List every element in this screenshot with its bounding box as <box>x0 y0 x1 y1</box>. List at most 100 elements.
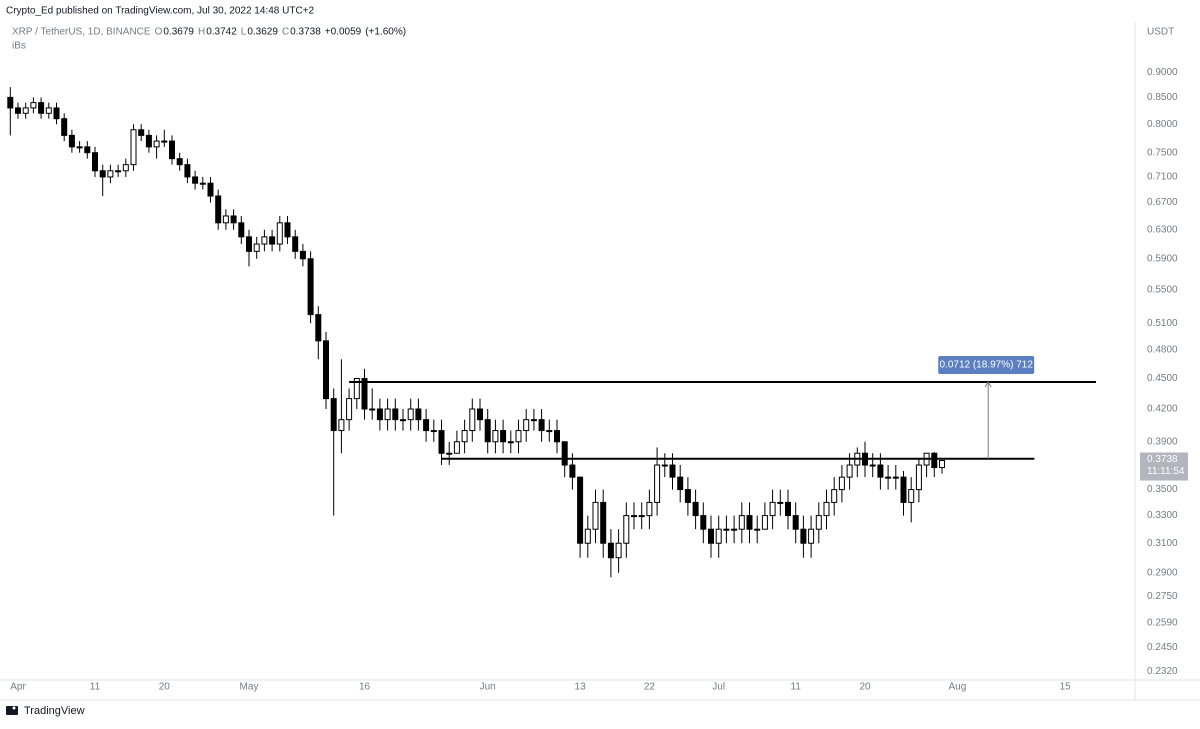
candle-body <box>307 258 314 316</box>
candle-body <box>700 515 707 530</box>
candle-body <box>423 419 430 432</box>
candle-body <box>376 408 383 421</box>
candle-body <box>153 140 160 148</box>
candle-body <box>530 419 537 422</box>
candle-body <box>361 378 368 410</box>
candle-body <box>577 476 584 544</box>
candle-body <box>661 464 668 467</box>
last-price: 0.3738 <box>1147 454 1178 465</box>
candle-body <box>669 464 676 478</box>
y-tick-label: 0.8000 <box>1147 119 1178 130</box>
candle-body <box>638 515 645 518</box>
candle-body <box>831 489 838 503</box>
y-tick-label: 0.6300 <box>1147 224 1178 235</box>
candle-body <box>61 118 68 136</box>
candle-body <box>284 222 291 238</box>
y-tick-label: 0.8500 <box>1147 92 1178 103</box>
candle-body <box>654 464 661 503</box>
candle-body <box>869 464 876 467</box>
measure-label-box <box>938 355 1035 374</box>
candle-body <box>169 140 175 160</box>
candle-body <box>330 398 337 432</box>
candle-body <box>145 134 152 148</box>
y-tick-label: 0.2320 <box>1147 666 1178 677</box>
candle-body <box>407 408 414 421</box>
candle-body <box>353 378 360 400</box>
candle-body <box>246 236 252 252</box>
candle-body <box>238 222 245 238</box>
candle-body <box>561 441 568 466</box>
candle-body <box>161 140 168 143</box>
candle-body <box>207 182 214 197</box>
brand-logo <box>6 706 18 715</box>
publisher: Crypto_Ed published on TradingView.com, … <box>6 6 315 17</box>
candle-body <box>592 501 599 530</box>
brand: TradingView <box>24 705 85 717</box>
candle-body <box>107 170 114 178</box>
candle-body <box>92 152 98 172</box>
x-tick-label: 11 <box>791 682 802 693</box>
candle-body <box>453 441 460 454</box>
candle-body <box>299 250 306 260</box>
candle-body <box>446 452 453 455</box>
x-tick-label: 20 <box>859 682 871 693</box>
candle-body <box>469 408 476 432</box>
currency: USDT <box>1147 27 1174 38</box>
legend-text: 0.3679 <box>163 27 194 38</box>
candle-body <box>53 107 60 120</box>
candle-body <box>199 182 206 185</box>
candle-body <box>507 441 514 444</box>
x-tick-label: 22 <box>644 682 656 693</box>
candle-body <box>384 408 391 421</box>
candle-body <box>523 419 530 432</box>
candle-body <box>338 419 345 432</box>
candle-body <box>800 528 807 544</box>
candle-body <box>646 501 653 517</box>
legend-text: C <box>282 27 289 38</box>
candle-body <box>715 528 722 544</box>
y-tick-label: 0.2900 <box>1147 567 1178 578</box>
candle-body <box>515 430 522 443</box>
legend-text: +0.0059 <box>325 27 362 38</box>
candle-body <box>38 102 45 114</box>
candle-body <box>738 515 745 530</box>
candle-body <box>892 476 899 479</box>
candle-body <box>792 515 799 530</box>
candle-body <box>708 528 714 544</box>
candle-body <box>438 430 445 454</box>
candle-body <box>45 107 52 114</box>
x-tick-label: Jul <box>712 682 725 693</box>
candle-body <box>192 176 199 184</box>
candle-body <box>477 408 483 421</box>
y-tick-label: 0.4500 <box>1147 373 1178 384</box>
measure-arrowhead <box>984 380 992 388</box>
candle-body <box>808 528 815 544</box>
candle-body <box>785 501 791 517</box>
x-tick-label: Aug <box>949 682 967 693</box>
x-tick-label: Jun <box>480 682 496 693</box>
candle-body <box>900 476 907 503</box>
candle-body <box>130 129 137 166</box>
candle-body <box>7 96 14 109</box>
legend-text: O <box>155 27 163 38</box>
legend-text: L <box>241 27 247 38</box>
candle-body <box>99 170 106 178</box>
legend-text: 0.3742 <box>206 27 237 38</box>
candle-body <box>84 146 91 154</box>
x-tick-label: 13 <box>575 682 587 693</box>
candle-body <box>415 408 422 421</box>
candle-body <box>76 146 83 149</box>
candle-body <box>392 408 399 421</box>
candle-body <box>500 430 507 443</box>
candle-body <box>692 501 699 517</box>
candle-body <box>22 107 29 114</box>
candle-body <box>315 314 322 342</box>
candle-body <box>269 236 276 245</box>
countdown: 11:11:54 <box>1147 466 1185 477</box>
legend-text: 0.3629 <box>247 27 278 38</box>
last-price-tag <box>1140 452 1188 481</box>
candle-body <box>915 464 922 491</box>
y-tick-label: 0.7500 <box>1147 147 1178 158</box>
candle-body <box>430 430 437 433</box>
